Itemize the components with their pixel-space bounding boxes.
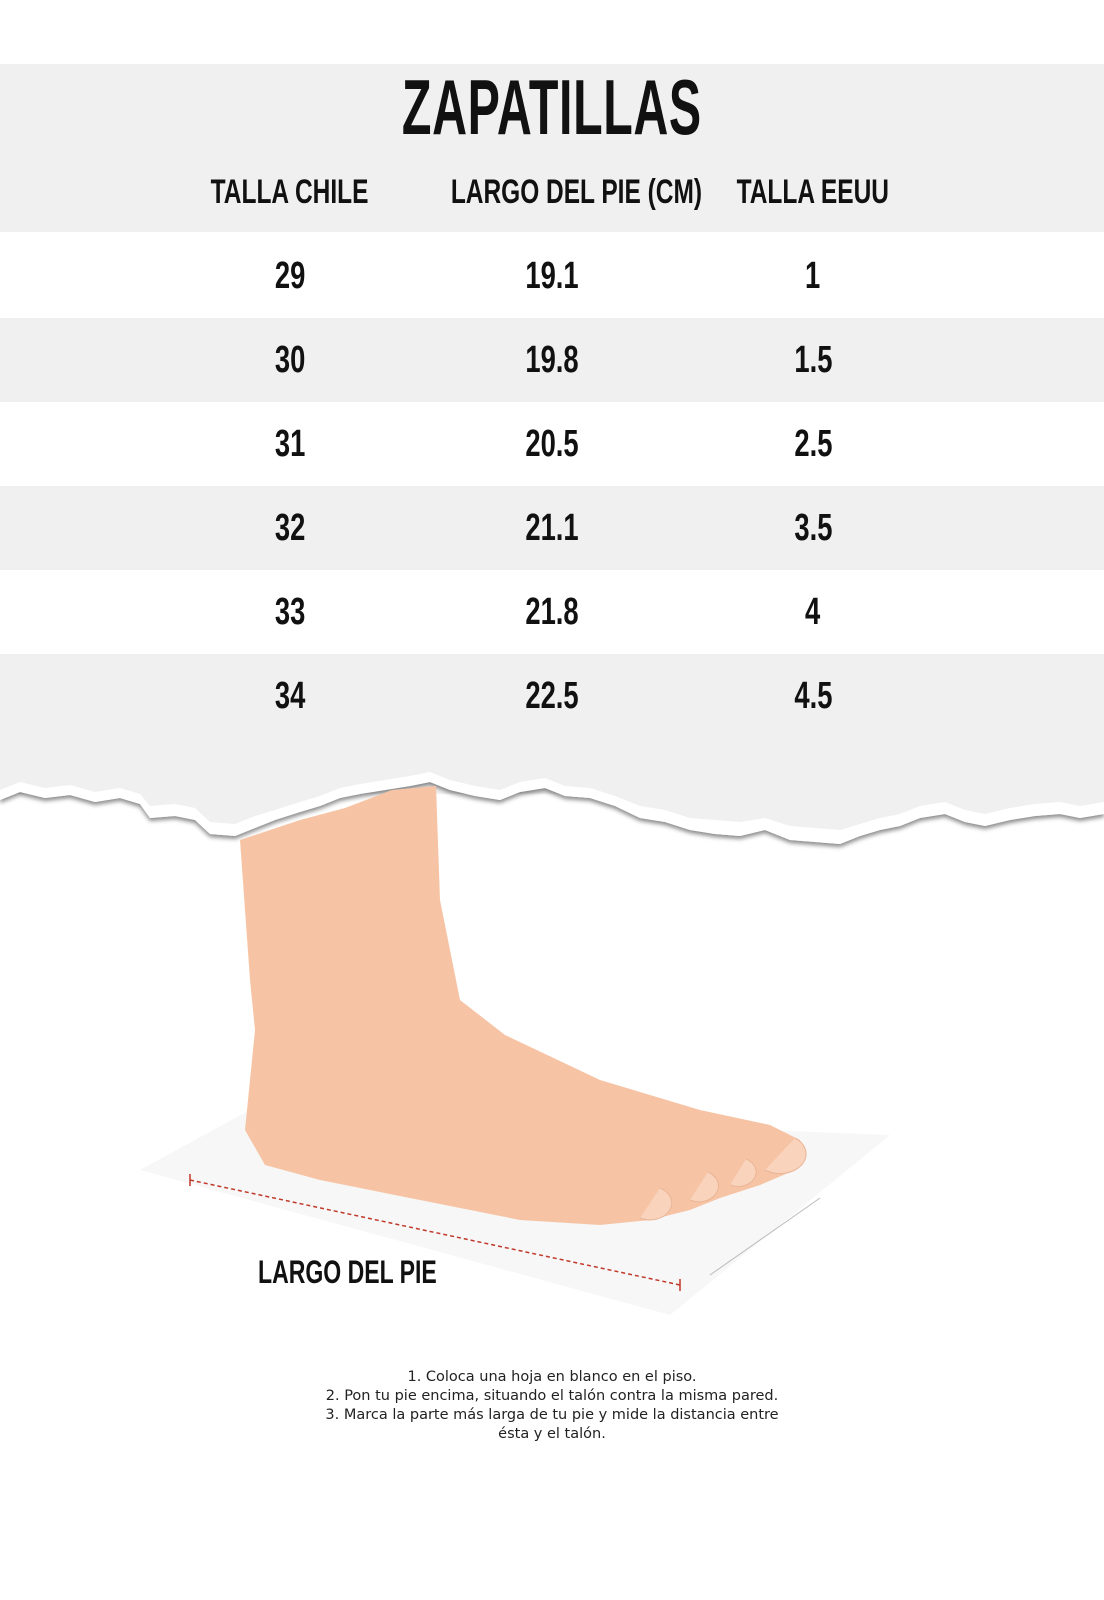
table-cell: 21.1 (525, 507, 579, 549)
table-cell: 31 (274, 423, 306, 465)
table-row: 29 19.1 1 (0, 234, 1104, 318)
table-cell: 2.5 (793, 423, 833, 465)
table-cell: 19.8 (525, 339, 579, 381)
table-cell: 21.8 (525, 591, 579, 633)
header-band (0, 64, 1104, 232)
table-row: 30 19.8 1.5 (0, 318, 1104, 402)
table-cell: 4 (805, 591, 821, 633)
table-cell: 34 (274, 675, 306, 717)
column-header-talla-chile: TALLA CHILE (211, 173, 369, 211)
page-title: ZAPATILLAS (402, 63, 702, 151)
table-row: 32 21.1 3.5 (0, 486, 1104, 570)
foot (240, 786, 800, 1225)
table-cell: 30 (274, 339, 306, 381)
instruction-step: 3. Marca la parte más larga de tu pie y … (325, 1407, 779, 1423)
instruction-step: 2. Pon tu pie encima, situando el talón … (325, 1388, 779, 1404)
table-cell: 29 (274, 255, 306, 297)
table-header: TALLA CHILE LARGO DEL PIE (CM) TALLA EEU… (0, 150, 1104, 234)
instruction-step: 1. Coloca una hoja en blanco en el piso. (407, 1369, 697, 1385)
table-cell: 1 (805, 255, 821, 297)
table-cell: 33 (274, 591, 306, 633)
table-row: 33 21.8 4 (0, 570, 1104, 654)
instructions: 1. Coloca una hoja en blanco en el piso.… (292, 1368, 812, 1444)
row-band (0, 486, 1104, 570)
table-cell: 20.5 (525, 423, 579, 465)
table-row: 34 22.5 4.5 (0, 654, 1104, 738)
foot-measuring-photo (140, 786, 890, 1315)
column-header-largo-pie: LARGO DEL PIE (CM) (450, 173, 702, 211)
column-header-talla-eeuu: TALLA EEUU (736, 173, 890, 211)
table-cell: 19.1 (525, 255, 579, 297)
table-cell: 3.5 (793, 507, 833, 549)
table-row: 31 20.5 2.5 (0, 402, 1104, 486)
table-cell: 4.5 (793, 675, 833, 717)
torn-paper-edge (0, 770, 1104, 844)
table-cell: 32 (274, 507, 306, 549)
largo-del-pie-label: LARGO DEL PIE (258, 1254, 437, 1290)
instruction-step: ésta y el talón. (498, 1426, 606, 1442)
table-cell: 22.5 (525, 675, 579, 717)
row-band (0, 318, 1104, 402)
table-cell: 1.5 (793, 339, 833, 381)
